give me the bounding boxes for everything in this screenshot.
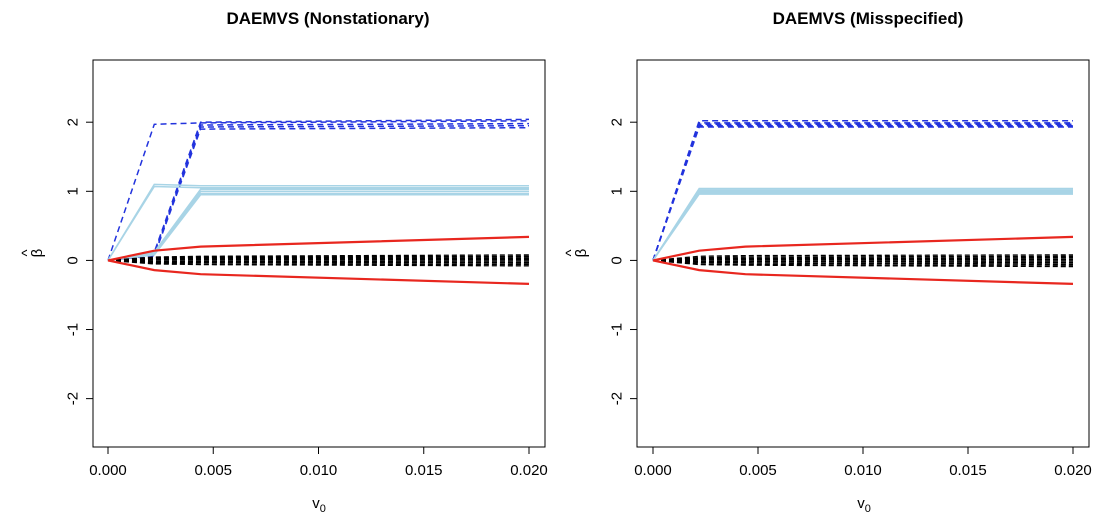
x-tick-label: 0.010 — [844, 462, 882, 479]
series-line-null-16 — [652, 259, 1073, 262]
series-line-null-15 — [107, 256, 530, 262]
series-line-null-19 — [652, 259, 1074, 265]
y-tick-label: -1 — [65, 323, 82, 336]
series-layer — [107, 118, 530, 285]
y-tick-label: -2 — [65, 392, 82, 405]
x-tick-label: 0.020 — [510, 462, 548, 479]
y-axis: -2 -1 0 1 2 — [65, 118, 93, 405]
series-layer — [652, 120, 1074, 285]
plot-frame — [636, 59, 1090, 448]
series-line-null-19 — [107, 259, 530, 264]
panel-misspecified: DAEMVS (Misspecified) 0.000 0.005 0.010 0.0… — [563, 9, 1092, 515]
x-tick-label: 0.015 — [949, 462, 987, 479]
x-tick-label: 0.010 — [300, 462, 338, 479]
series-line-null-20 — [107, 259, 530, 264]
svg-text:β: β — [29, 248, 46, 257]
y-tick-label: 2 — [65, 118, 82, 126]
x-tick-label: 0.020 — [1054, 462, 1092, 479]
y-tick-label: -2 — [609, 392, 626, 405]
y-tick-label: 1 — [65, 187, 82, 195]
series-line-null-13 — [652, 255, 1074, 262]
x-tick-label: 0.000 — [89, 462, 127, 479]
x-axis-label: v0 — [312, 495, 326, 515]
series-line-null-21 — [652, 259, 1074, 268]
plot-frame — [92, 59, 546, 448]
series-line-null-21 — [107, 259, 530, 266]
x-tick-label: 0.005 — [194, 462, 232, 479]
series-line-null-14 — [107, 255, 530, 262]
svg-text:^: ^ — [563, 249, 580, 256]
chart-title: DAEMVS (Misspecified) — [773, 9, 964, 28]
y-tick-label: 0 — [65, 256, 82, 264]
series-line-bound-11 — [107, 235, 530, 262]
series-line-bound-10 — [652, 235, 1074, 262]
x-tick-label: 0.000 — [634, 462, 672, 479]
series-line-null-18 — [652, 259, 1074, 264]
y-tick-label: 2 — [609, 118, 626, 126]
y-tick-label: 1 — [609, 187, 626, 195]
panel-nonstationary: DAEMVS (Nonstationary) 0.000 0.005 0.010 0.… — [19, 9, 548, 515]
series-line-null-17 — [107, 259, 529, 262]
series-line-moderate-9 — [107, 192, 529, 262]
series-line-null-13 — [107, 254, 530, 262]
series-line-moderate-9 — [652, 193, 1073, 261]
series-line-null-18 — [107, 259, 529, 262]
y-tick-label: 0 — [609, 256, 626, 264]
svg-text:β: β — [573, 248, 590, 257]
series-line-null-14 — [652, 256, 1074, 262]
chart-title: DAEMVS (Nonstationary) — [226, 9, 429, 28]
series-line-null-22 — [107, 259, 530, 267]
series-line-strong-4 — [652, 126, 1073, 261]
series-line-strong-0 — [107, 120, 530, 261]
y-axis-label: β ^ — [19, 248, 46, 257]
series-line-bound-11 — [652, 259, 1074, 285]
series-line-bound-12 — [107, 259, 530, 285]
y-axis-label: β ^ — [563, 248, 590, 257]
series-line-null-15 — [652, 258, 1073, 262]
series-line-null-17 — [652, 259, 1073, 262]
x-tick-label: 0.005 — [739, 462, 777, 479]
y-axis: -2 -1 0 1 2 — [609, 118, 637, 405]
svg-text:^: ^ — [19, 249, 36, 256]
y-tick-label: -1 — [609, 323, 626, 336]
series-line-null-20 — [652, 259, 1074, 266]
series-line-moderate-10 — [107, 194, 529, 262]
series-line-moderate-6 — [107, 185, 529, 261]
x-axis: 0.000 0.005 0.010 0.015 0.020 — [634, 446, 1092, 479]
series-line-null-16 — [107, 257, 529, 262]
x-axis-label: v0 — [857, 495, 871, 515]
x-axis: 0.000 0.005 0.010 0.015 0.020 — [89, 446, 548, 479]
series-line-null-12 — [652, 254, 1074, 262]
x-tick-label: 0.015 — [405, 462, 443, 479]
